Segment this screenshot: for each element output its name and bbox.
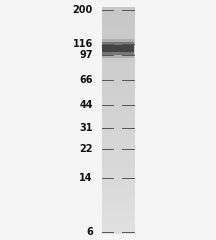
Text: 6: 6 bbox=[86, 227, 93, 237]
Text: 31: 31 bbox=[79, 123, 93, 133]
FancyBboxPatch shape bbox=[102, 45, 134, 53]
Text: 22: 22 bbox=[79, 144, 93, 154]
Text: 66: 66 bbox=[79, 75, 93, 85]
Text: 44: 44 bbox=[79, 101, 93, 110]
FancyBboxPatch shape bbox=[102, 42, 134, 55]
Text: 97: 97 bbox=[79, 50, 93, 60]
FancyBboxPatch shape bbox=[102, 40, 134, 58]
Text: 14: 14 bbox=[79, 173, 93, 183]
Text: 200: 200 bbox=[73, 5, 93, 15]
Text: 116: 116 bbox=[73, 39, 93, 49]
